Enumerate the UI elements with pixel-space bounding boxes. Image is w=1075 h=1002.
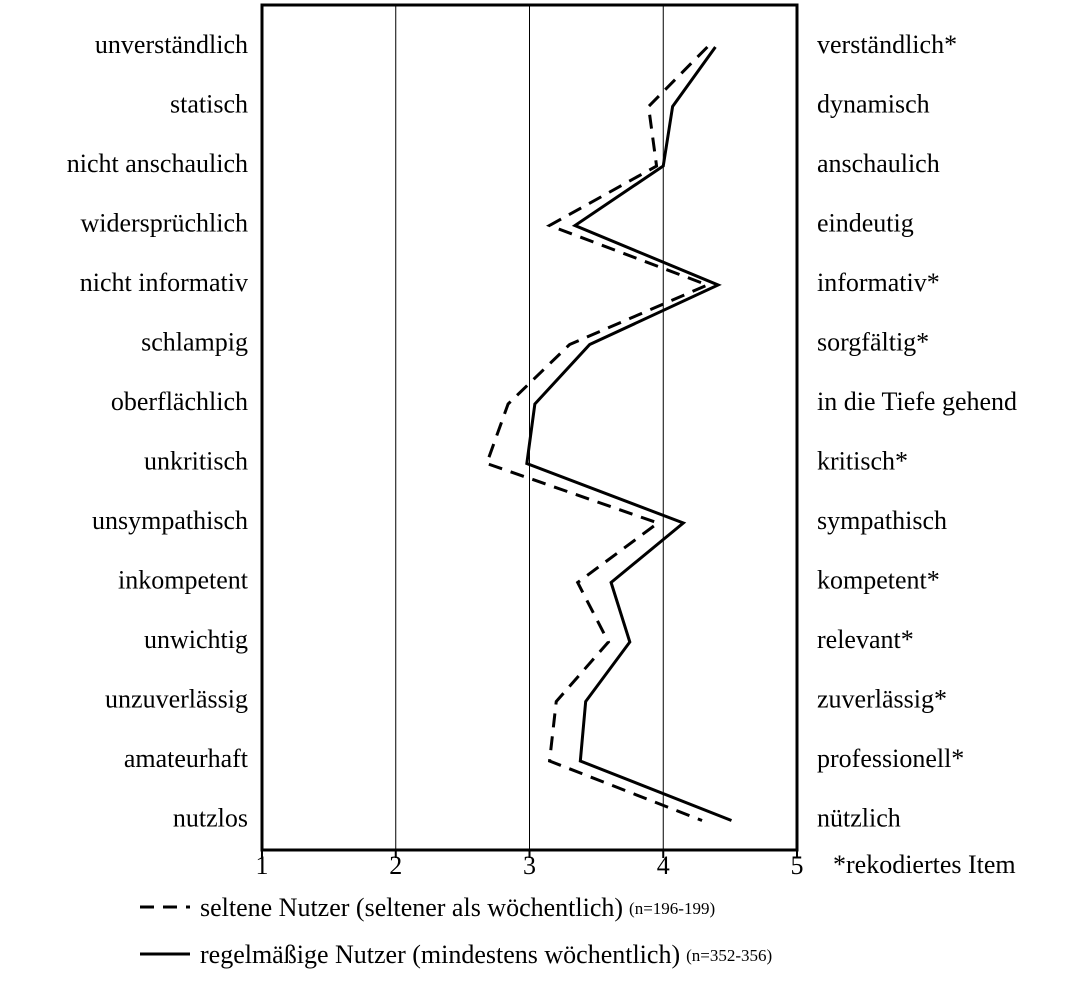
left-label: unverständlich (95, 30, 248, 59)
right-label: sympathisch (817, 506, 947, 535)
right-label: in die Tiefe gehend (817, 387, 1017, 416)
legend-label: seltene Nutzer (seltener als wöchentlich… (200, 893, 715, 922)
right-label: dynamisch (817, 89, 930, 118)
x-tick-label: 5 (791, 851, 804, 880)
right-label: sorgfältig* (817, 327, 929, 356)
right-label: professionell* (817, 744, 964, 773)
left-label: widersprüchlich (80, 208, 248, 237)
right-label: eindeutig (817, 208, 914, 237)
x-tick-label: 2 (389, 851, 402, 880)
plot-frame (260, 3, 799, 852)
left-label: unkritisch (144, 446, 248, 475)
left-label: nicht anschaulich (67, 149, 248, 178)
left-label: unsympathisch (92, 506, 248, 535)
legend-name: regelmäßige Nutzer (mindestens wöchentli… (200, 940, 680, 969)
right-label: kompetent* (817, 565, 940, 594)
right-label: informativ* (817, 268, 940, 297)
left-label: nicht informativ (80, 268, 248, 297)
left-label: oberflächlich (111, 387, 248, 416)
left-label: inkompetent (118, 565, 249, 594)
right-label: nützlich (817, 803, 901, 832)
right-label: kritisch* (817, 446, 908, 475)
note: *rekodiertes Item (833, 850, 1016, 879)
x-tick-label: 1 (256, 851, 269, 880)
legend-name: seltene Nutzer (seltener als wöchentlich… (200, 893, 623, 922)
legend-n: (n=196-199) (629, 899, 715, 918)
right-label: relevant* (817, 625, 914, 654)
left-label: statisch (170, 89, 248, 118)
right-label: verständlich* (817, 30, 957, 59)
right-label: anschaulich (817, 149, 940, 178)
left-label: amateurhaft (124, 744, 249, 773)
left-label: nutzlos (173, 803, 248, 832)
series-line (484, 45, 712, 822)
x-tick-label: 3 (523, 851, 536, 880)
right-label: zuverlässig* (817, 684, 947, 713)
series-line (525, 46, 733, 822)
legend-label: regelmäßige Nutzer (mindestens wöchentli… (200, 940, 772, 969)
legend-n: (n=352-356) (686, 946, 772, 965)
x-tick-label: 4 (657, 851, 670, 880)
left-label: unwichtig (144, 625, 248, 654)
left-label: unzuverlässig (105, 684, 248, 713)
left-label: schlampig (141, 327, 248, 356)
